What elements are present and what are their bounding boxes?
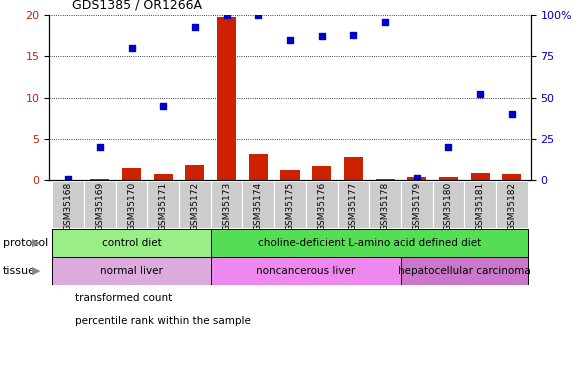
- Point: [349, 32, 358, 38]
- Text: protocol: protocol: [3, 238, 48, 248]
- Text: GSM35177: GSM35177: [349, 182, 358, 231]
- Text: GSM35181: GSM35181: [476, 182, 484, 231]
- Bar: [211, 257, 401, 285]
- Text: GSM35172: GSM35172: [190, 182, 200, 231]
- Point: [444, 144, 453, 150]
- Text: GSM35175: GSM35175: [285, 182, 295, 231]
- Point: [476, 91, 485, 97]
- Text: GSM35168: GSM35168: [64, 182, 73, 231]
- Point: [380, 19, 390, 25]
- Bar: [439, 177, 458, 180]
- Point: [95, 144, 104, 150]
- Point: [507, 111, 516, 117]
- Text: noncancerous liver: noncancerous liver: [256, 266, 356, 276]
- Bar: [116, 181, 147, 228]
- Bar: [306, 181, 338, 228]
- Bar: [433, 181, 464, 228]
- Text: GSM35173: GSM35173: [222, 182, 231, 231]
- Text: tissue: tissue: [3, 266, 36, 276]
- Bar: [52, 181, 84, 228]
- Point: [317, 33, 327, 39]
- Bar: [464, 181, 496, 228]
- Point: [285, 37, 295, 43]
- Bar: [401, 257, 528, 285]
- Point: [159, 103, 168, 109]
- Bar: [211, 181, 242, 228]
- Bar: [242, 181, 274, 228]
- Bar: [369, 181, 401, 228]
- Bar: [401, 181, 433, 228]
- Bar: [249, 154, 268, 180]
- Bar: [154, 174, 173, 180]
- Bar: [281, 170, 299, 180]
- Text: GSM35169: GSM35169: [96, 182, 104, 231]
- Point: [412, 176, 421, 181]
- Bar: [186, 165, 205, 180]
- Text: percentile rank within the sample: percentile rank within the sample: [75, 316, 251, 326]
- Bar: [90, 179, 110, 180]
- Point: [222, 12, 231, 18]
- Text: GDS1385 / OR1266A: GDS1385 / OR1266A: [72, 0, 202, 11]
- Bar: [407, 177, 426, 180]
- Bar: [52, 229, 211, 257]
- Text: GSM35176: GSM35176: [317, 182, 326, 231]
- Point: [253, 12, 263, 18]
- Bar: [375, 179, 394, 180]
- Bar: [211, 229, 528, 257]
- Text: GSM35182: GSM35182: [507, 182, 516, 231]
- Text: GSM35174: GSM35174: [254, 182, 263, 231]
- Text: choline-deficient L-amino acid defined diet: choline-deficient L-amino acid defined d…: [258, 238, 481, 248]
- Point: [127, 45, 136, 51]
- Bar: [312, 166, 331, 180]
- Bar: [84, 181, 116, 228]
- Text: normal liver: normal liver: [100, 266, 163, 276]
- Text: transformed count: transformed count: [75, 293, 173, 303]
- Point: [64, 176, 73, 182]
- Bar: [217, 16, 236, 180]
- Bar: [179, 181, 211, 228]
- Text: ▶: ▶: [32, 238, 41, 248]
- Text: hepatocellular carcinoma: hepatocellular carcinoma: [398, 266, 531, 276]
- Text: control diet: control diet: [102, 238, 161, 248]
- Bar: [338, 181, 369, 228]
- Bar: [344, 157, 363, 180]
- Text: GSM35178: GSM35178: [380, 182, 390, 231]
- Bar: [502, 174, 521, 180]
- Text: ▶: ▶: [32, 266, 41, 276]
- Bar: [147, 181, 179, 228]
- Text: GSM35180: GSM35180: [444, 182, 453, 231]
- Text: GSM35170: GSM35170: [127, 182, 136, 231]
- Point: [190, 24, 200, 30]
- Bar: [274, 181, 306, 228]
- Bar: [52, 257, 211, 285]
- Text: GSM35179: GSM35179: [412, 182, 421, 231]
- Bar: [470, 173, 490, 180]
- Bar: [122, 168, 141, 180]
- Bar: [496, 181, 528, 228]
- Text: GSM35171: GSM35171: [159, 182, 168, 231]
